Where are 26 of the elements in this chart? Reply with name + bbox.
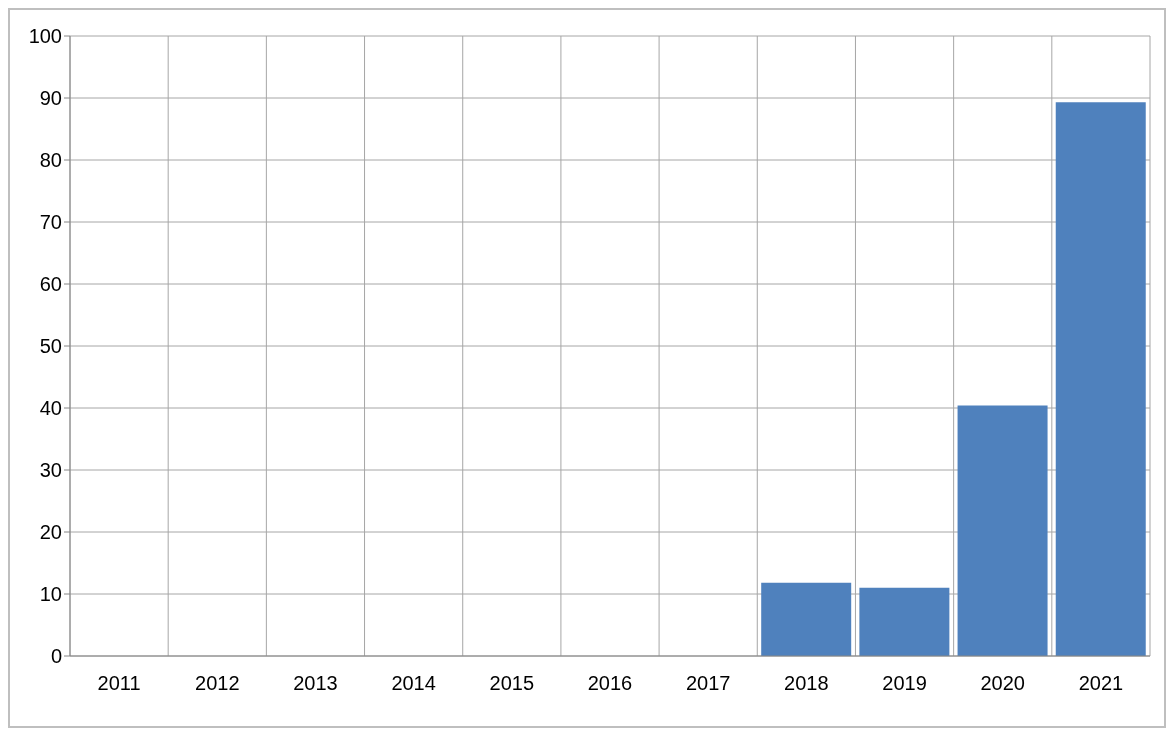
bar xyxy=(761,582,852,656)
y-tick-label: 40 xyxy=(39,397,62,420)
y-tick-label: 60 xyxy=(39,273,62,296)
x-tick-label: 2014 xyxy=(391,672,436,695)
y-tick-label: 80 xyxy=(39,149,62,172)
bar xyxy=(957,405,1048,656)
x-tick-label: 2012 xyxy=(195,672,240,695)
x-tick-label: 2016 xyxy=(587,672,633,695)
x-tick-label: 2019 xyxy=(882,672,927,695)
x-tick-label: 2018 xyxy=(784,672,829,695)
y-tick-label: 30 xyxy=(39,459,62,482)
x-tick-label: 2015 xyxy=(489,672,535,695)
y-tick-label: 100 xyxy=(28,25,62,48)
y-tick-label: 70 xyxy=(39,211,62,234)
bar xyxy=(859,587,950,656)
y-tick-label: 50 xyxy=(39,335,62,358)
y-tick-label: 20 xyxy=(39,521,62,544)
y-tick-label: 0 xyxy=(50,645,62,668)
y-tick-label: 90 xyxy=(39,87,62,110)
x-tick-label: 2021 xyxy=(1078,672,1124,695)
y-tick-label: 10 xyxy=(39,583,62,606)
x-tick-label: 2017 xyxy=(685,672,731,695)
x-tick-label: 2020 xyxy=(980,672,1025,695)
x-tick-label: 2013 xyxy=(293,672,338,695)
bar xyxy=(1055,102,1146,656)
x-tick-label: 2011 xyxy=(97,672,141,695)
